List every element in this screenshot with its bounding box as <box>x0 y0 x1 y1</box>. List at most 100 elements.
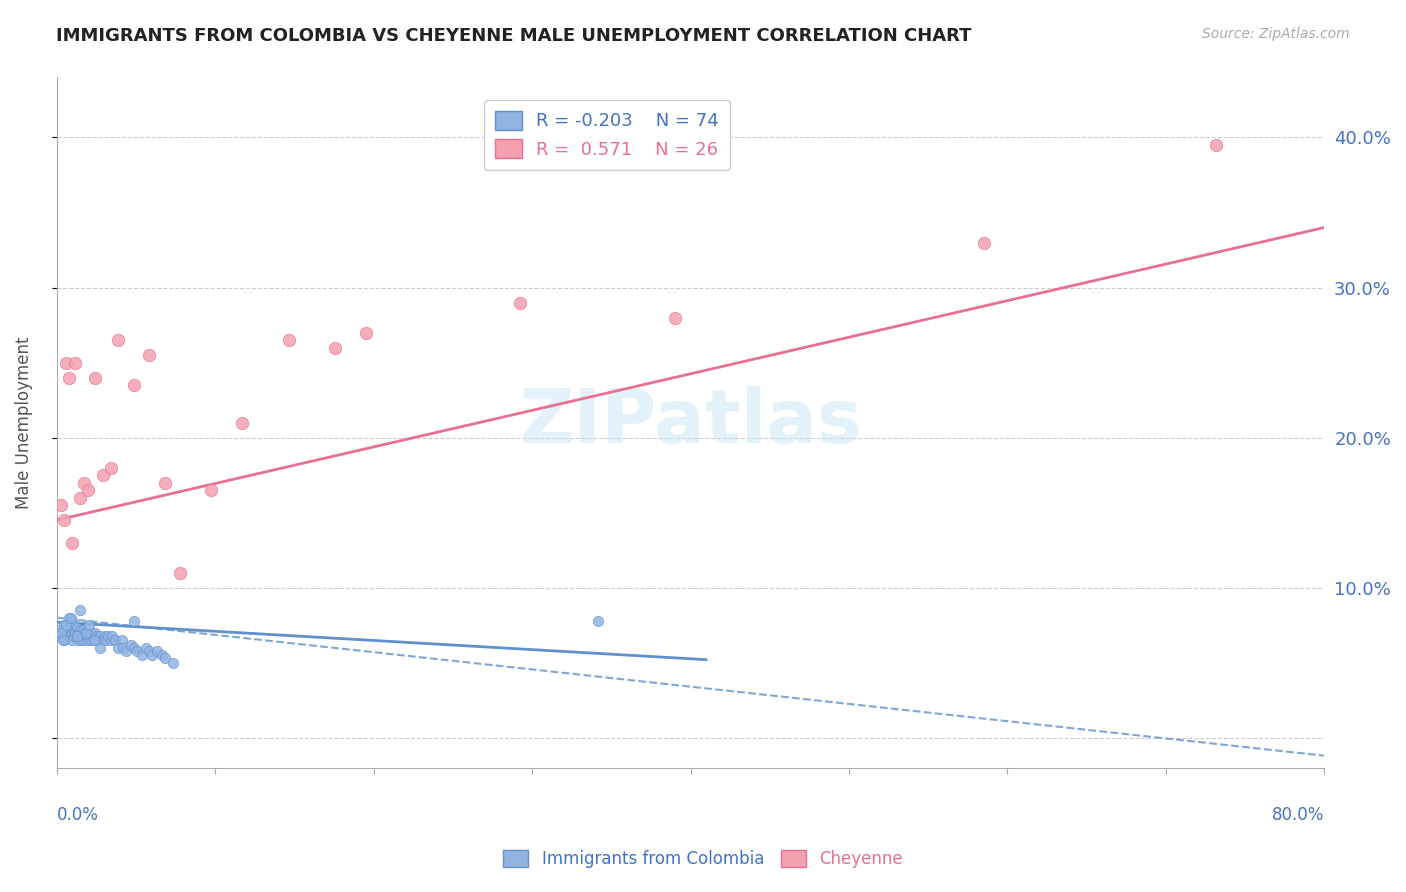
Point <box>86 629 108 643</box>
Point <box>107 640 129 655</box>
Point <box>66 629 89 643</box>
Text: ZIPatlas: ZIPatlas <box>519 386 862 459</box>
Point <box>138 643 160 657</box>
Point <box>231 416 253 430</box>
Point <box>69 629 91 643</box>
Point <box>75 629 97 643</box>
Point <box>91 468 114 483</box>
Point <box>63 618 86 632</box>
Point <box>107 333 129 347</box>
Point <box>63 355 86 369</box>
Point <box>58 629 80 643</box>
Point <box>51 498 73 512</box>
Point <box>110 633 132 648</box>
Point <box>664 310 686 325</box>
Point <box>56 623 79 637</box>
Point <box>70 625 93 640</box>
Point <box>67 625 90 640</box>
Point <box>146 643 169 657</box>
Point <box>60 633 83 648</box>
Point <box>67 633 90 648</box>
Point <box>83 633 105 648</box>
Point <box>66 629 89 643</box>
Point <box>104 633 127 648</box>
Point <box>84 633 107 648</box>
Point <box>48 629 70 643</box>
Point <box>84 625 107 640</box>
Point <box>45 625 67 640</box>
Point <box>162 656 184 670</box>
Point <box>62 629 84 643</box>
Point <box>46 623 69 637</box>
Point <box>76 483 98 497</box>
Point <box>69 603 91 617</box>
Point <box>63 625 86 640</box>
Point <box>100 633 122 648</box>
Point <box>84 370 107 384</box>
Point <box>55 355 77 369</box>
Point <box>69 623 91 637</box>
Point <box>131 648 153 662</box>
Point <box>89 629 111 643</box>
Point <box>51 625 73 640</box>
Point <box>66 621 89 635</box>
Point <box>150 648 173 662</box>
Point <box>97 629 120 643</box>
Point <box>277 333 299 347</box>
Point <box>153 651 176 665</box>
Point <box>73 625 96 640</box>
Point <box>135 640 157 655</box>
Point <box>101 629 124 643</box>
Point <box>53 618 76 632</box>
Text: IMMIGRANTS FROM COLOMBIA VS CHEYENNE MALE UNEMPLOYMENT CORRELATION CHART: IMMIGRANTS FROM COLOMBIA VS CHEYENNE MAL… <box>56 27 972 45</box>
Point <box>509 295 531 310</box>
Point <box>60 535 83 549</box>
Legend: Immigrants from Colombia, Cheyenne: Immigrants from Colombia, Cheyenne <box>496 843 910 875</box>
Point <box>79 633 101 648</box>
Point <box>73 633 96 648</box>
Point <box>586 614 609 628</box>
Point <box>87 633 110 648</box>
Point <box>1205 138 1227 153</box>
Point <box>72 623 94 637</box>
Point <box>70 633 93 648</box>
Point <box>52 633 75 648</box>
Point <box>125 643 148 657</box>
Text: 80.0%: 80.0% <box>1272 805 1324 823</box>
Point <box>91 633 114 648</box>
Point <box>120 638 142 652</box>
Text: 0.0%: 0.0% <box>56 805 98 823</box>
Text: Source: ZipAtlas.com: Source: ZipAtlas.com <box>1202 27 1350 41</box>
Y-axis label: Male Unemployment: Male Unemployment <box>15 336 32 508</box>
Point <box>122 378 145 392</box>
Point <box>72 629 94 643</box>
Point <box>115 643 138 657</box>
Point <box>112 640 135 655</box>
Point <box>76 633 98 648</box>
Point <box>79 625 101 640</box>
Point <box>153 475 176 490</box>
Point <box>82 629 104 643</box>
Point <box>60 625 83 640</box>
Point <box>59 610 82 624</box>
Point <box>53 633 76 648</box>
Point <box>169 566 191 580</box>
Point <box>200 483 222 497</box>
Point <box>59 618 82 632</box>
Point <box>60 614 83 628</box>
Point <box>973 235 995 250</box>
Point <box>122 640 145 655</box>
Point <box>323 341 346 355</box>
Point <box>58 610 80 624</box>
Point <box>89 640 111 655</box>
Point <box>62 623 84 637</box>
Point <box>100 460 122 475</box>
Point <box>122 614 145 628</box>
Point <box>69 491 91 505</box>
Point <box>138 348 160 362</box>
Point <box>141 648 163 662</box>
Point <box>53 513 76 527</box>
Point <box>77 629 100 643</box>
Point <box>58 370 80 384</box>
Point <box>354 326 377 340</box>
